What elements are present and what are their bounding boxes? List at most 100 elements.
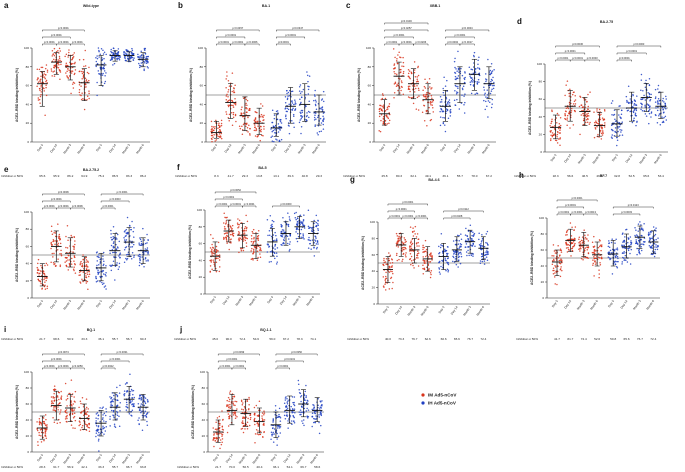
data-point: [79, 94, 81, 96]
data-point: [123, 392, 126, 395]
data-point: [253, 250, 255, 252]
data-point: [146, 248, 148, 251]
data-point: [398, 235, 400, 238]
data-point: [246, 237, 249, 240]
data-point: [246, 104, 248, 106]
data-point: [252, 252, 254, 255]
data-point: [126, 390, 129, 392]
data-point: [616, 144, 618, 147]
data-point: [59, 50, 62, 52]
data-point: [110, 396, 113, 399]
data-point: [58, 47, 61, 50]
data-point: [409, 242, 412, 244]
data-point: [133, 405, 135, 408]
data-point: [242, 402, 244, 404]
y-tick-label: 100: [366, 46, 371, 50]
data-point: [223, 222, 225, 224]
data-point: [578, 241, 580, 244]
y-tick-label: 80: [202, 386, 206, 390]
data-point: [460, 253, 462, 255]
data-point: [664, 106, 666, 109]
data-point: [486, 96, 489, 99]
data-point: [99, 53, 101, 55]
data-point: [307, 80, 309, 83]
category-label: Day 14: [392, 143, 401, 154]
data-point: [625, 228, 628, 231]
category-label: Month 6: [645, 299, 655, 311]
data-point: [444, 259, 447, 261]
data-point: [256, 422, 259, 424]
data-point: [81, 410, 83, 413]
data-point: [71, 413, 74, 415]
data-point: [469, 75, 471, 77]
data-point: [638, 250, 640, 253]
data-point: [417, 250, 419, 253]
y-tick-label: 20: [372, 286, 376, 290]
data-point: [139, 256, 142, 258]
data-point: [624, 247, 627, 249]
data-point: [229, 407, 232, 410]
inhibition-label: Inhibition ≥ 50%: [1, 337, 23, 341]
data-point: [81, 424, 84, 427]
data-point: [454, 75, 457, 78]
data-point: [322, 119, 324, 121]
data-point: [116, 53, 119, 56]
data-point: [479, 260, 482, 262]
data-point: [225, 98, 228, 101]
data-point: [215, 139, 218, 141]
data-point: [598, 276, 600, 279]
category-label: Month 6: [135, 299, 145, 311]
data-point: [487, 100, 490, 102]
data-point: [305, 93, 307, 96]
data-point: [117, 57, 119, 60]
data-point: [308, 227, 310, 230]
data-point: [97, 70, 100, 72]
data-point: [116, 262, 118, 264]
data-point: [40, 264, 42, 267]
data-point: [245, 245, 248, 248]
pvalue-label: p<0.0001: [51, 197, 62, 201]
data-point: [479, 262, 482, 265]
data-point: [445, 252, 448, 255]
pvalue-label: p<0.0257: [401, 26, 412, 30]
data-point: [648, 231, 650, 234]
data-point: [443, 76, 445, 79]
pvalue-label: p<0.0001: [565, 203, 576, 207]
data-point: [220, 119, 223, 122]
data-point: [38, 423, 41, 426]
data-point: [95, 65, 97, 68]
data-point: [288, 216, 291, 218]
data-point: [594, 252, 596, 255]
data-point: [654, 101, 657, 103]
data-point: [386, 123, 389, 125]
data-point: [73, 400, 76, 403]
data-point: [309, 239, 312, 242]
data-point: [469, 83, 472, 86]
data-point: [597, 113, 600, 116]
data-point: [250, 234, 253, 237]
pvalue-label: p<0.0001: [558, 210, 569, 214]
data-point: [103, 57, 105, 60]
data-point: [36, 266, 39, 269]
data-point: [68, 51, 70, 54]
category-label: Day 14: [49, 299, 58, 310]
data-point: [66, 70, 68, 73]
pvalue-label: p=0.0001: [402, 200, 413, 204]
data-point: [292, 122, 295, 124]
data-point: [38, 431, 40, 434]
category-label: Month 3: [238, 453, 248, 465]
data-point: [601, 117, 604, 119]
data-point: [229, 238, 231, 241]
data-point: [143, 412, 145, 414]
pvalue-bracket: [276, 36, 305, 39]
data-point: [262, 424, 264, 426]
data-point: [643, 223, 645, 225]
data-point: [146, 60, 149, 63]
pvalue-bracket: [616, 59, 632, 62]
data-point: [478, 81, 480, 83]
data-point: [124, 383, 127, 385]
data-point: [399, 238, 401, 240]
data-point: [555, 270, 557, 272]
data-point: [127, 253, 129, 256]
